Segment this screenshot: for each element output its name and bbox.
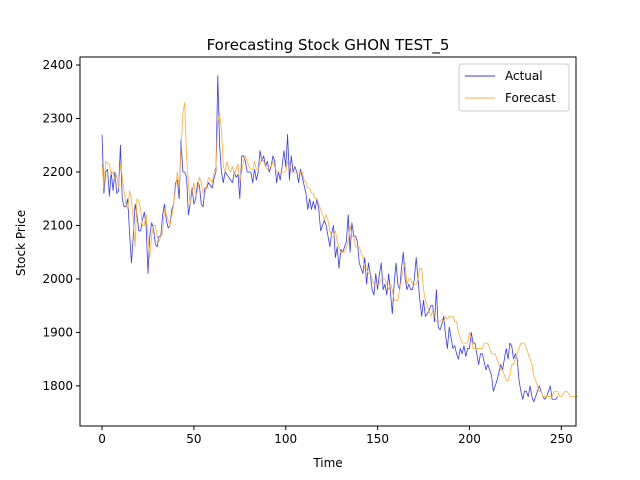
x-tick-label: 150 [366,432,389,446]
legend-label-forecast: Forecast [505,91,556,105]
y-tick-label: 1800 [42,379,73,393]
legend-label-actual: Actual [505,69,543,83]
x-tick-label: 250 [550,432,573,446]
y-tick-label: 2300 [42,112,73,126]
series-line-forecast [101,102,578,397]
axes-layer: 0 50 100 150 200 250 1800 1900 2000 2100 2200 2300 2… [42,56,577,446]
x-axis-label: Time [312,456,342,470]
chart-title: Forecasting Stock GHON TEST_5 [207,36,450,55]
y-tick-label: 2400 [42,58,73,72]
y-tick-label: 1900 [42,325,73,339]
y-axis-label: Stock Price [14,210,28,276]
x-tick-label: 0 [98,432,106,446]
legend: Actual Forecast [458,63,570,112]
plot-area: 0 50 100 150 200 250 1800 1900 2000 2100 2200 2300 2… [42,56,578,446]
series-line-actual [101,75,558,403]
y-tick-label: 2200 [42,165,73,179]
series-layer [101,75,578,403]
y-tick-label: 2000 [42,272,73,286]
x-tick-label: 100 [274,432,297,446]
axes-frame [79,56,577,427]
x-tick-label: 200 [458,432,481,446]
x-tick-label: 50 [186,432,201,446]
y-tick-label: 2100 [42,218,73,232]
